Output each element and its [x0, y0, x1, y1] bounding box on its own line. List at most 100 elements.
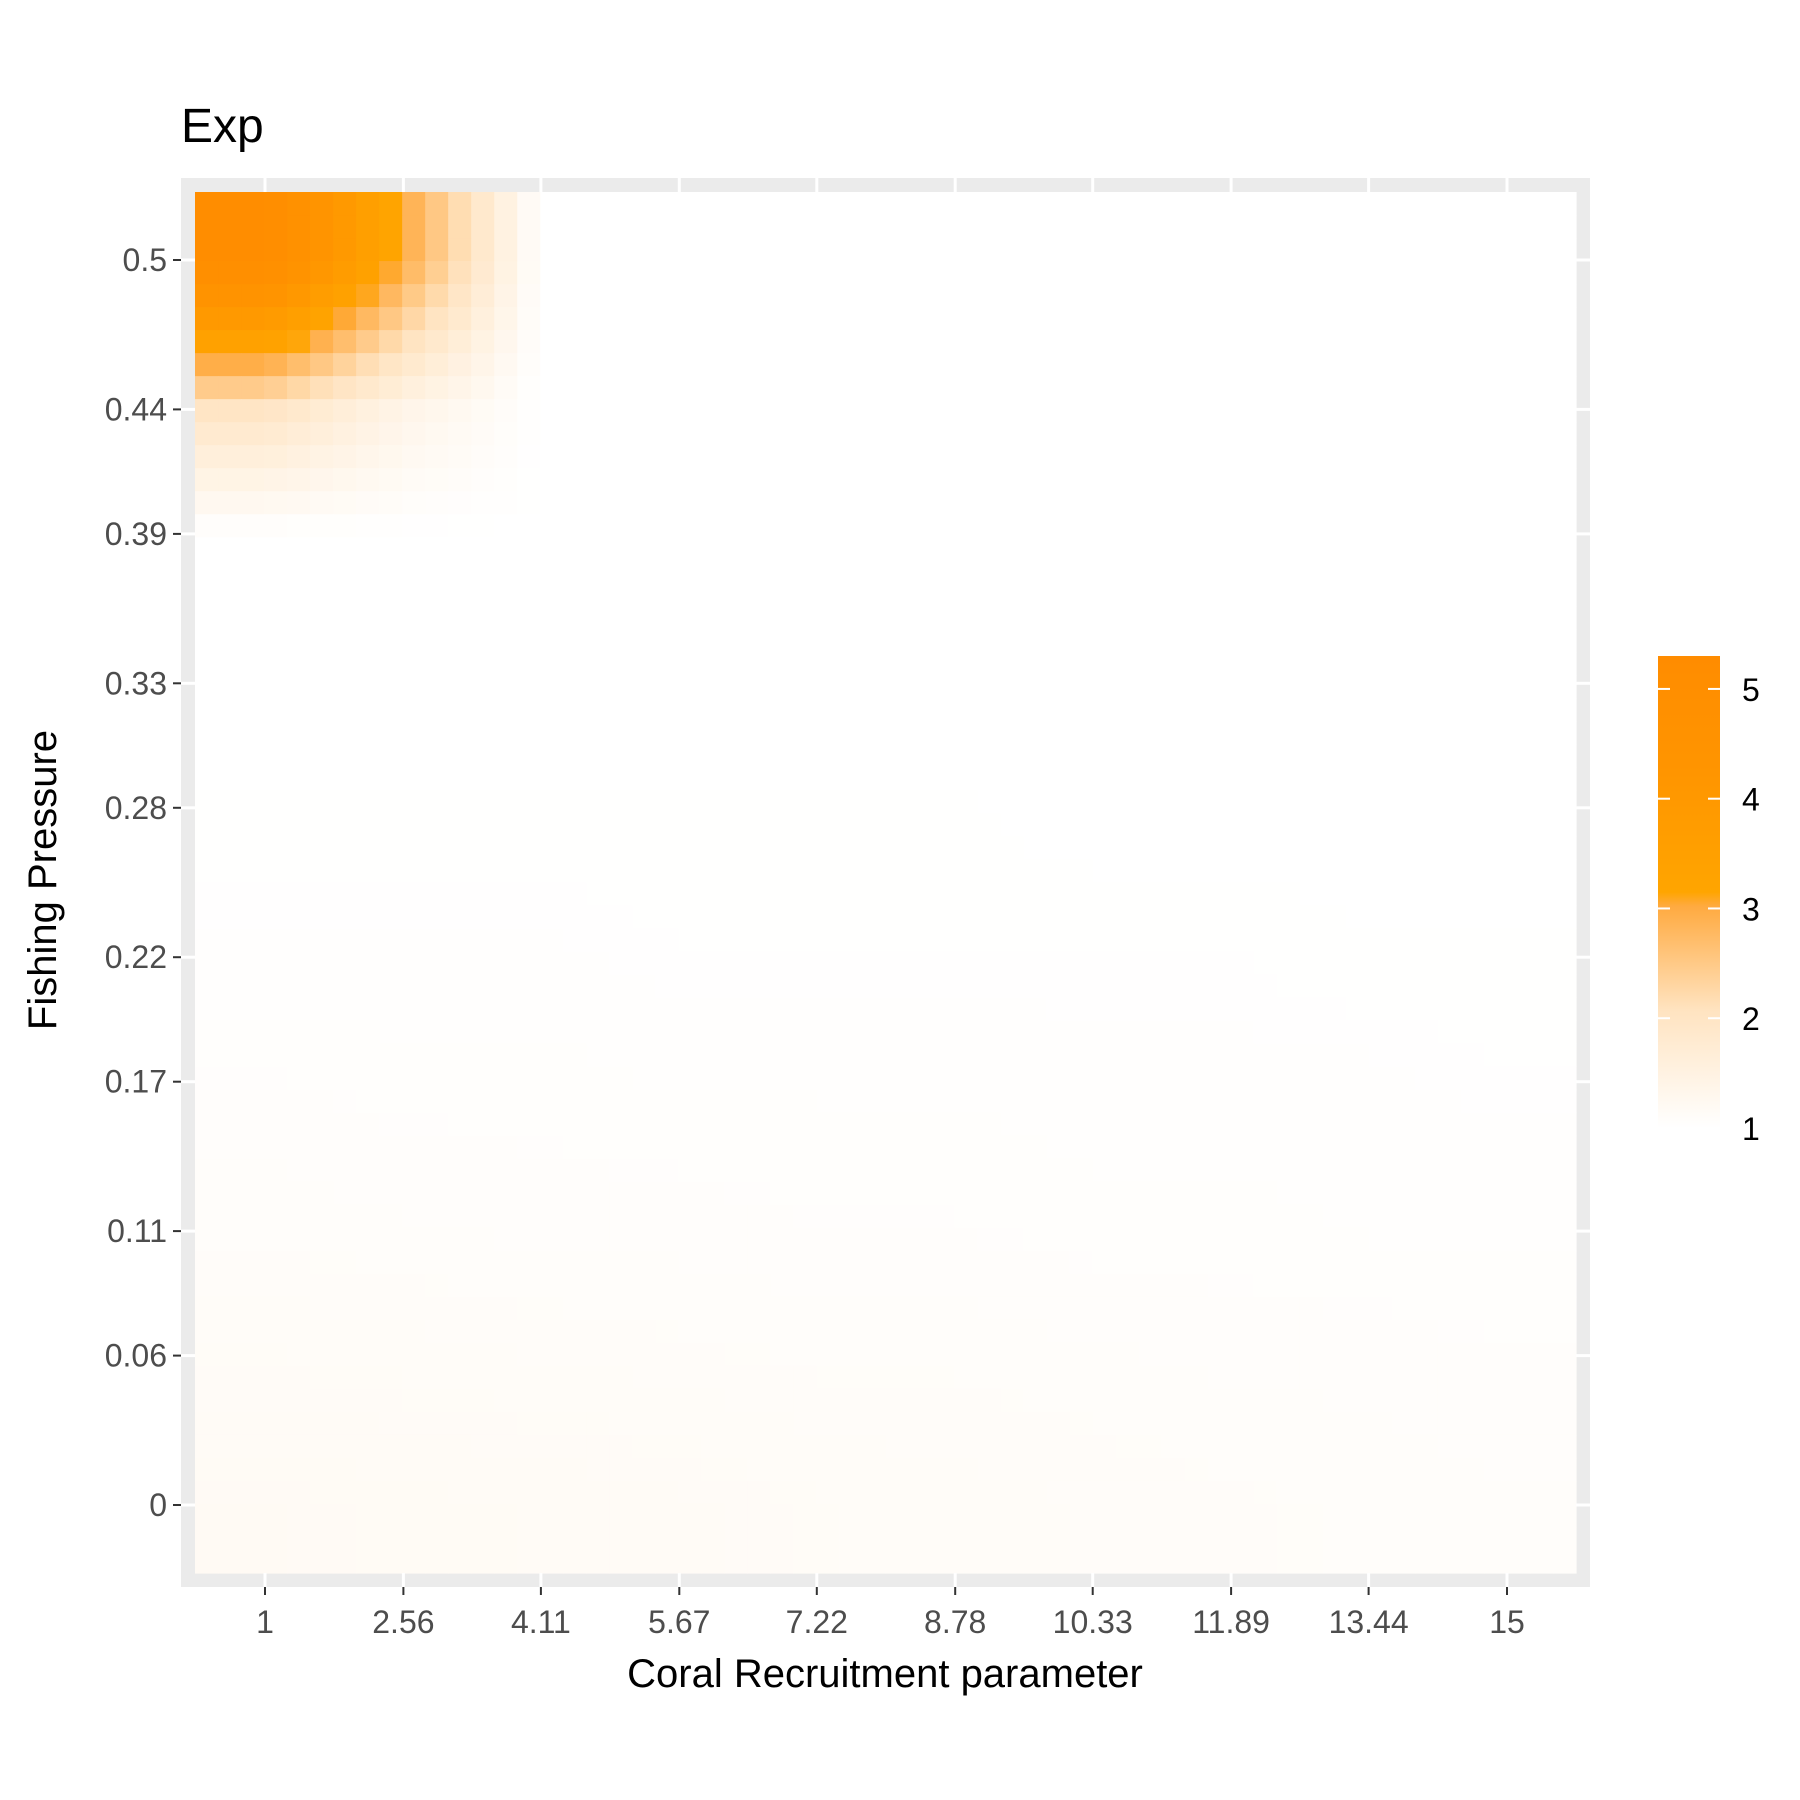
heatmap-cell: [701, 1388, 725, 1413]
heatmap-cell: [954, 1365, 979, 1390]
heatmap-cell: [862, 790, 887, 815]
heatmap-cell: [1299, 1526, 1324, 1551]
heatmap-cell: [1506, 882, 1531, 907]
heatmap-cell: [770, 1227, 795, 1252]
heatmap-cell: [1069, 468, 1094, 492]
heatmap-cell: [517, 399, 541, 423]
heatmap-cell: [287, 974, 311, 999]
heatmap-cell: [1230, 261, 1255, 285]
heatmap-cell: [1483, 974, 1508, 999]
heatmap-cell: [839, 882, 864, 907]
heatmap-cell: [1299, 1273, 1324, 1298]
heatmap-cell: [724, 1549, 748, 1574]
heatmap-cell: [218, 997, 242, 1022]
heatmap-cell: [1000, 422, 1025, 446]
heatmap-cell: [701, 1319, 725, 1344]
heatmap-cell: [1529, 698, 1554, 722]
heatmap-cell: [402, 1388, 426, 1413]
heatmap-cell: [241, 1227, 265, 1252]
heatmap-cell: [425, 1296, 449, 1321]
heatmap-cell: [1322, 652, 1347, 676]
heatmap-cell: [356, 1020, 380, 1045]
heatmap-cell: [241, 606, 265, 630]
heatmap-cell: [425, 422, 449, 446]
heatmap-cell: [1552, 330, 1577, 354]
heatmap-cell: [655, 560, 679, 584]
heatmap-cell: [1460, 790, 1485, 815]
heatmap-cell: [1299, 1066, 1324, 1091]
heatmap-cell: [655, 1089, 679, 1114]
heatmap-cell: [977, 1158, 1002, 1183]
heatmap-cell: [402, 1434, 426, 1459]
heatmap-cell: [1437, 1135, 1462, 1160]
heatmap-cell: [770, 491, 795, 515]
heatmap-cell: [1000, 353, 1025, 377]
heatmap-cell: [1161, 675, 1186, 699]
heatmap-cell: [632, 215, 656, 239]
heatmap-cell: [609, 767, 633, 792]
heatmap-cell: [954, 629, 979, 653]
heatmap-cell: [379, 1112, 403, 1137]
heatmap-cell: [494, 1020, 518, 1045]
heatmap-cell: [1115, 1503, 1140, 1528]
heatmap-cell: [977, 1020, 1002, 1045]
heatmap-cell: [816, 1089, 841, 1114]
heatmap-cell: [1368, 514, 1393, 538]
heatmap-cell: [471, 928, 495, 953]
heatmap-cell: [1138, 330, 1163, 354]
heatmap-cell: [1506, 1273, 1531, 1298]
heatmap-cell: [241, 537, 265, 561]
heatmap-cell: [1483, 698, 1508, 722]
heatmap-cell: [954, 1089, 979, 1114]
heatmap-cell: [1391, 261, 1416, 285]
heatmap-cell: [1552, 905, 1577, 930]
heatmap-cell: [241, 744, 265, 769]
heatmap-cell: [402, 238, 426, 262]
heatmap-cell: [1253, 1526, 1278, 1551]
heatmap-cell: [287, 1296, 311, 1321]
heatmap-cell: [724, 1181, 748, 1206]
heatmap-cell: [816, 1526, 841, 1551]
heatmap-cell: [471, 1457, 495, 1482]
heatmap-cell: [425, 744, 449, 769]
heatmap-cell: [1460, 698, 1485, 722]
heatmap-cell: [1506, 836, 1531, 861]
heatmap-cell: [1092, 1020, 1117, 1045]
heatmap-cell: [609, 1549, 633, 1574]
heatmap-cell: [425, 721, 449, 745]
heatmap-cell: [839, 767, 864, 792]
heatmap-cell: [1000, 905, 1025, 930]
heatmap-cell: [1483, 537, 1508, 561]
heatmap-cell: [563, 1043, 587, 1068]
heatmap-cell: [747, 330, 772, 354]
heatmap-cell: [1230, 767, 1255, 792]
heatmap-cell: [1299, 1388, 1324, 1413]
heatmap-cell: [333, 813, 357, 838]
heatmap-cell: [862, 330, 887, 354]
heatmap-cell: [747, 1043, 772, 1068]
heatmap-cell: [1023, 491, 1048, 515]
heatmap-cell: [448, 1457, 472, 1482]
heatmap-cell: [931, 422, 956, 446]
heatmap-cell: [379, 1480, 403, 1505]
heatmap-cell: [218, 284, 242, 308]
heatmap-cell: [1184, 859, 1209, 884]
heatmap-cell: [448, 445, 472, 469]
heatmap-cell: [609, 629, 633, 653]
heatmap-cell: [1115, 514, 1140, 538]
heatmap-cell: [218, 974, 242, 999]
heatmap-cell: [1138, 491, 1163, 515]
heatmap-cell: [563, 997, 587, 1022]
heatmap-cell: [540, 721, 564, 745]
heatmap-cell: [1138, 1388, 1163, 1413]
heatmap-cell: [1299, 1365, 1324, 1390]
heatmap-cell: [1460, 905, 1485, 930]
heatmap-cell: [1506, 376, 1531, 400]
heatmap-cell: [678, 905, 702, 930]
heatmap-cell: [356, 1549, 380, 1574]
heatmap-cell: [1115, 1089, 1140, 1114]
heatmap-cell: [1345, 836, 1370, 861]
heatmap-cell: [471, 1135, 495, 1160]
heatmap-cell: [586, 1365, 610, 1390]
heatmap-cell: [1483, 1089, 1508, 1114]
